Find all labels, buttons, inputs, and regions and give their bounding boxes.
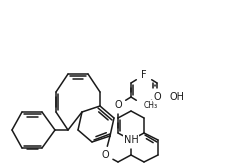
Text: OH: OH: [170, 92, 185, 102]
Text: CH₃: CH₃: [144, 100, 158, 110]
Text: O: O: [114, 100, 122, 110]
Text: O: O: [153, 92, 161, 102]
Text: F: F: [141, 70, 147, 80]
Text: NH: NH: [124, 135, 138, 145]
Text: O: O: [101, 150, 109, 160]
